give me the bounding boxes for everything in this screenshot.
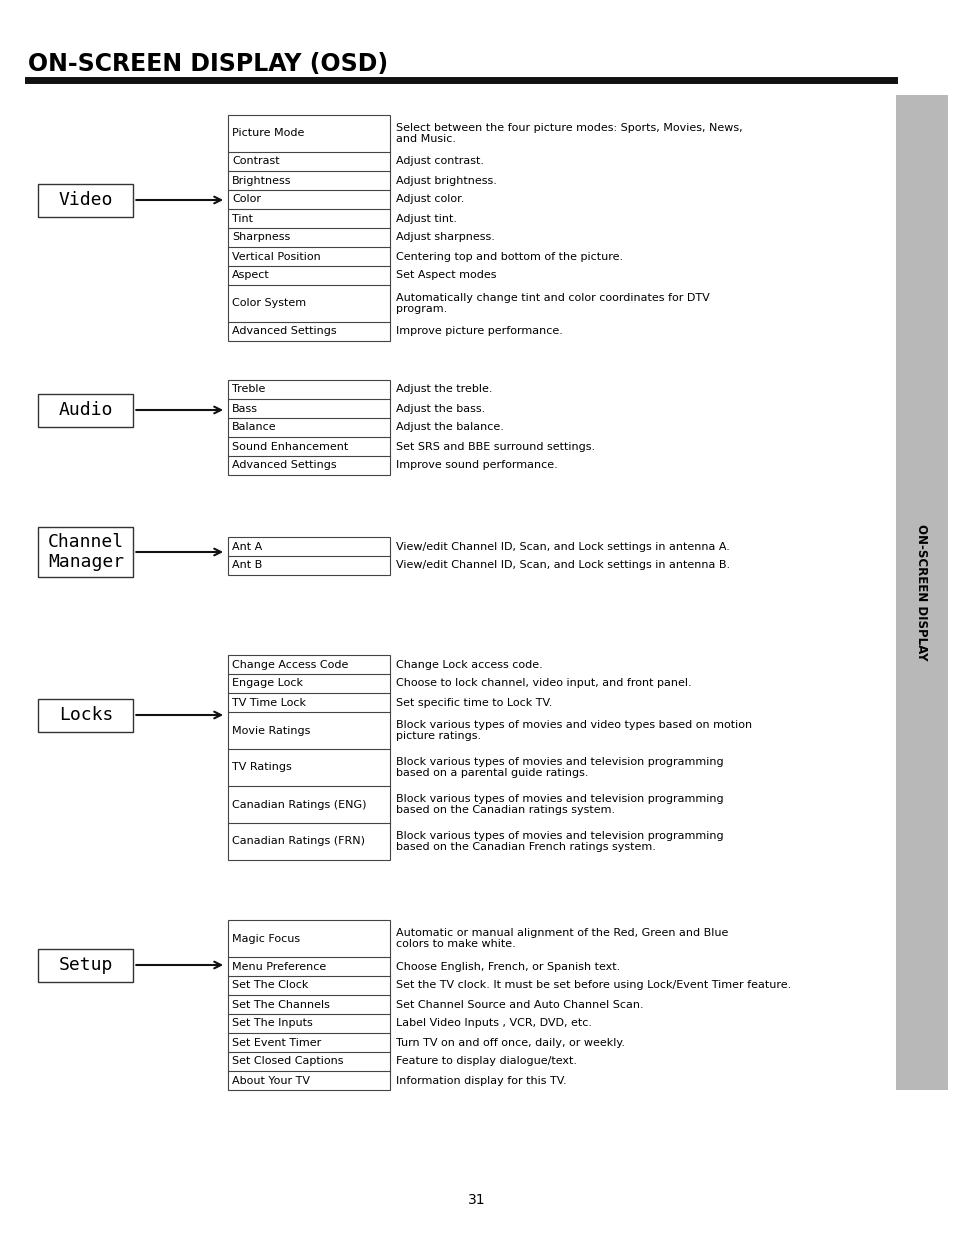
Text: ON-SCREEN DISPLAY: ON-SCREEN DISPLAY <box>915 524 927 661</box>
Text: Adjust tint.: Adjust tint. <box>395 214 456 224</box>
Text: Adjust the balance.: Adjust the balance. <box>395 422 503 432</box>
Text: Canadian Ratings (FRN): Canadian Ratings (FRN) <box>232 836 365 846</box>
Text: Color: Color <box>232 194 261 205</box>
Text: Setup: Setup <box>59 956 112 974</box>
Text: Block various types of movies and television programming
based on the Canadian r: Block various types of movies and televi… <box>395 794 723 815</box>
Text: Set The Inputs: Set The Inputs <box>232 1019 313 1029</box>
Bar <box>228 537 390 576</box>
Text: Information display for this TV.: Information display for this TV. <box>395 1076 566 1086</box>
Text: Ant B: Ant B <box>232 561 262 571</box>
Text: Movie Ratings: Movie Ratings <box>232 725 310 736</box>
Text: Contrast: Contrast <box>232 157 279 167</box>
Text: Canadian Ratings (ENG): Canadian Ratings (ENG) <box>232 799 366 809</box>
Text: View/edit Channel ID, Scan, and Lock settings in antenna A.: View/edit Channel ID, Scan, and Lock set… <box>395 541 729 552</box>
Text: Sharpness: Sharpness <box>232 232 290 242</box>
Text: Turn TV on and off once, daily, or weekly.: Turn TV on and off once, daily, or weekl… <box>395 1037 624 1047</box>
Bar <box>228 655 390 860</box>
Text: Audio: Audio <box>59 401 112 419</box>
Text: Block various types of movies and video types based on motion
picture ratings.: Block various types of movies and video … <box>395 720 751 741</box>
Text: Set Event Timer: Set Event Timer <box>232 1037 321 1047</box>
Text: Locks: Locks <box>59 706 112 724</box>
Text: Select between the four picture modes: Sports, Movies, News,
and Music.: Select between the four picture modes: S… <box>395 122 741 144</box>
Text: Feature to display dialogue/text.: Feature to display dialogue/text. <box>395 1056 577 1067</box>
Text: Label Video Inputs , VCR, DVD, etc.: Label Video Inputs , VCR, DVD, etc. <box>395 1019 592 1029</box>
Bar <box>228 115 390 341</box>
Text: Brightness: Brightness <box>232 175 292 185</box>
Text: Treble: Treble <box>232 384 265 394</box>
Text: Channel
Manager: Channel Manager <box>48 532 124 572</box>
Text: Adjust brightness.: Adjust brightness. <box>395 175 497 185</box>
Text: Set Channel Source and Auto Channel Scan.: Set Channel Source and Auto Channel Scan… <box>395 999 643 1009</box>
Text: Aspect: Aspect <box>232 270 270 280</box>
Text: ON-SCREEN DISPLAY (OSD): ON-SCREEN DISPLAY (OSD) <box>28 52 388 77</box>
Bar <box>228 920 390 1091</box>
Text: Adjust color.: Adjust color. <box>395 194 464 205</box>
Text: Set The Channels: Set The Channels <box>232 999 330 1009</box>
Text: Adjust the bass.: Adjust the bass. <box>395 404 485 414</box>
Text: Block various types of movies and television programming
based on a parental gui: Block various types of movies and televi… <box>395 757 723 778</box>
Bar <box>38 527 133 577</box>
Text: Ant A: Ant A <box>232 541 262 552</box>
Text: Set the TV clock. It must be set before using Lock/Event Timer feature.: Set the TV clock. It must be set before … <box>395 981 790 990</box>
Bar <box>38 184 133 216</box>
Text: Automatic or manual alignment of the Red, Green and Blue
colors to make white.: Automatic or manual alignment of the Red… <box>395 927 727 950</box>
Text: TV Time Lock: TV Time Lock <box>232 698 306 708</box>
Text: Advanced Settings: Advanced Settings <box>232 461 336 471</box>
Text: Change Access Code: Change Access Code <box>232 659 348 669</box>
Text: Improve picture performance.: Improve picture performance. <box>395 326 562 336</box>
Text: Choose to lock channel, video input, and front panel.: Choose to lock channel, video input, and… <box>395 678 691 688</box>
Text: Sound Enhancement: Sound Enhancement <box>232 441 348 452</box>
Text: About Your TV: About Your TV <box>232 1076 310 1086</box>
Bar <box>228 380 390 475</box>
Bar <box>38 699 133 731</box>
Bar <box>895 95 947 1091</box>
Text: Advanced Settings: Advanced Settings <box>232 326 336 336</box>
Text: Choose English, French, or Spanish text.: Choose English, French, or Spanish text. <box>395 962 619 972</box>
Text: View/edit Channel ID, Scan, and Lock settings in antenna B.: View/edit Channel ID, Scan, and Lock set… <box>395 561 729 571</box>
Text: Tint: Tint <box>232 214 253 224</box>
Text: Menu Preference: Menu Preference <box>232 962 326 972</box>
Text: Improve sound performance.: Improve sound performance. <box>395 461 558 471</box>
Text: TV Ratings: TV Ratings <box>232 762 292 773</box>
Text: Video: Video <box>59 191 112 209</box>
Text: Adjust sharpness.: Adjust sharpness. <box>395 232 495 242</box>
Text: Adjust contrast.: Adjust contrast. <box>395 157 483 167</box>
Bar <box>38 948 133 982</box>
Text: Vertical Position: Vertical Position <box>232 252 320 262</box>
Text: Centering top and bottom of the picture.: Centering top and bottom of the picture. <box>395 252 622 262</box>
Text: Magic Focus: Magic Focus <box>232 934 300 944</box>
Text: 31: 31 <box>468 1193 485 1207</box>
Text: Set specific time to Lock TV.: Set specific time to Lock TV. <box>395 698 552 708</box>
Text: Picture Mode: Picture Mode <box>232 128 304 138</box>
Text: Set The Clock: Set The Clock <box>232 981 308 990</box>
Text: Adjust the treble.: Adjust the treble. <box>395 384 492 394</box>
Text: Set SRS and BBE surround settings.: Set SRS and BBE surround settings. <box>395 441 595 452</box>
Text: Change Lock access code.: Change Lock access code. <box>395 659 542 669</box>
Text: Block various types of movies and television programming
based on the Canadian F: Block various types of movies and televi… <box>395 831 723 852</box>
Bar <box>38 394 133 426</box>
Text: Balance: Balance <box>232 422 276 432</box>
Text: Set Aspect modes: Set Aspect modes <box>395 270 496 280</box>
Text: Engage Lock: Engage Lock <box>232 678 303 688</box>
Text: Bass: Bass <box>232 404 257 414</box>
Text: Color System: Color System <box>232 299 306 309</box>
Text: Automatically change tint and color coordinates for DTV
program.: Automatically change tint and color coor… <box>395 293 709 314</box>
Text: Set Closed Captions: Set Closed Captions <box>232 1056 343 1067</box>
